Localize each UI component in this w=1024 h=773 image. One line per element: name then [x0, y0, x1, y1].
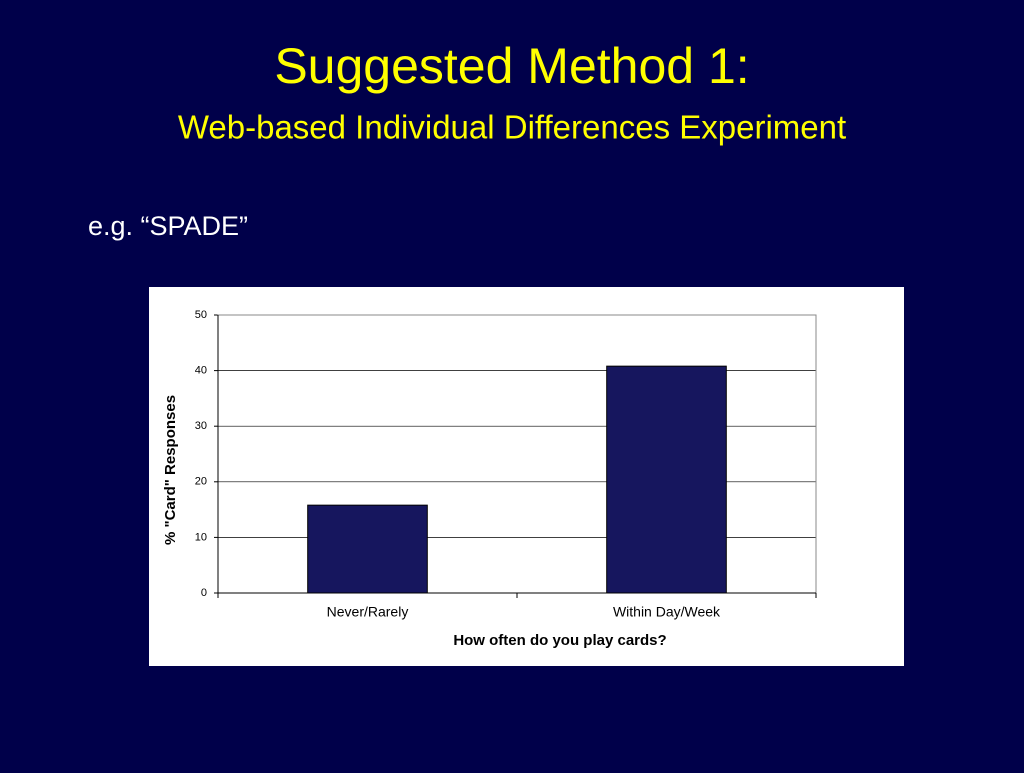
- bar: [307, 504, 428, 594]
- y-tick-label: 30: [195, 420, 207, 432]
- bar: [606, 365, 727, 594]
- y-tick-label: 50: [195, 309, 207, 321]
- x-tick-label: Within Day/Week: [613, 604, 721, 620]
- y-tick-label: 20: [195, 476, 207, 488]
- x-axis-title: How often do you play cards?: [453, 632, 666, 649]
- x-tick-label: Never/Rarely: [327, 604, 409, 620]
- y-tick-label: 0: [201, 587, 207, 599]
- slide-subtitle: Web-based Individual Differences Experim…: [178, 109, 846, 146]
- chart-background: [149, 287, 904, 666]
- y-axis-title: % "Card" Responses: [162, 395, 179, 545]
- bullet: e.g. “SPADE”: [88, 211, 248, 241]
- slide-title: Suggested Method 1:: [274, 38, 749, 94]
- y-tick-label: 10: [195, 531, 207, 543]
- y-tick-label: 40: [195, 365, 207, 377]
